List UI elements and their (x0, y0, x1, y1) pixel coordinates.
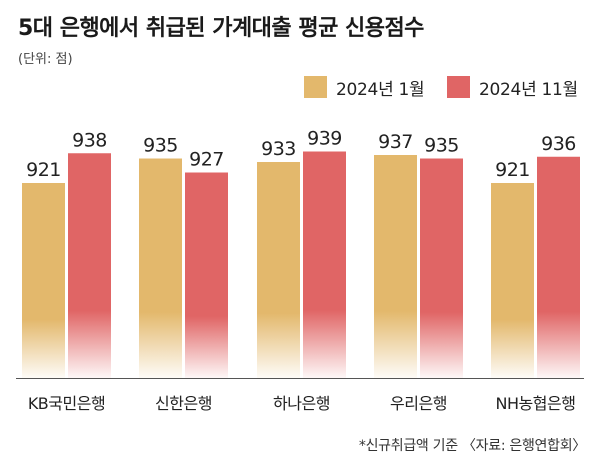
value-label-0-series-1: 938 (72, 129, 107, 151)
bar-2-series-0 (257, 162, 300, 378)
legend-label-1: 2024년 1월 (336, 79, 425, 100)
bar-3-series-0 (374, 155, 417, 378)
value-label-1-series-0: 935 (143, 135, 178, 157)
value-label-3-series-1: 935 (424, 135, 459, 157)
bar-1-series-0 (139, 158, 182, 378)
bar-2-series-1 (303, 151, 346, 378)
value-label-3-series-0: 937 (378, 131, 413, 153)
legend: 2024년 1월 2024년 11월 (0, 76, 600, 100)
category-label-4: NH농협은행 (496, 394, 576, 413)
value-label-4-series-0: 921 (495, 159, 530, 181)
value-label-4-series-1: 936 (541, 133, 576, 155)
value-label-1-series-1: 927 (189, 149, 224, 171)
bar-4-series-1 (537, 156, 580, 378)
chart-title: 5대 은행에서 취급된 가계대출 평균 신용점수 (18, 16, 424, 41)
legend-item-2: 2024년 11월 (447, 76, 578, 100)
bar-4-series-0 (491, 183, 534, 378)
category-label-1: 신한은행 (155, 394, 212, 413)
category-label-2: 하나은행 (273, 394, 330, 413)
category-label-0: KB국민은행 (28, 394, 105, 413)
legend-label-2: 2024년 11월 (479, 79, 578, 100)
bar-0-series-1 (68, 153, 111, 378)
source-footnote: *신규취급액 기준 〈자료: 은행연합회〉 (358, 438, 586, 454)
legend-swatch-2 (447, 76, 470, 98)
bar-3-series-1 (420, 158, 463, 378)
value-label-0-series-0: 921 (26, 159, 61, 181)
category-label-3: 우리은행 (390, 394, 447, 413)
value-label-2-series-0: 933 (261, 138, 296, 160)
unit-label: (단위: 점) (18, 52, 73, 67)
legend-item-1: 2024년 1월 (304, 76, 425, 100)
legend-swatch-1 (304, 76, 327, 98)
bar-0-series-0 (22, 183, 65, 378)
bar-1-series-1 (185, 172, 228, 378)
value-label-2-series-1: 939 (307, 128, 342, 150)
